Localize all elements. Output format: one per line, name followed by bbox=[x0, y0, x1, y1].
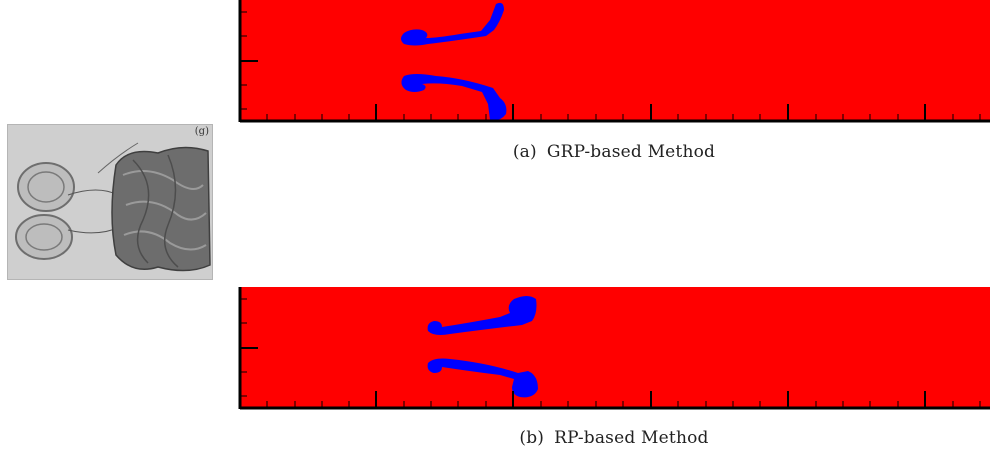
simulation-panel-rp bbox=[238, 287, 990, 412]
caption-label: RP-based Method bbox=[554, 428, 709, 448]
x-minor-ticks bbox=[266, 401, 981, 408]
x-ticks bbox=[375, 391, 926, 408]
rp-plot bbox=[238, 287, 990, 410]
x-minor-ticks bbox=[266, 114, 981, 121]
caption-tag: (a) bbox=[512, 142, 537, 162]
y-ticks bbox=[240, 298, 258, 397]
fluid-region bbox=[241, 287, 990, 407]
bubble-lower bbox=[427, 358, 538, 398]
photo-tag: (g) bbox=[194, 126, 209, 137]
bubble-upper bbox=[401, 2, 504, 46]
caption-grp: (a) GRP-based Method bbox=[238, 142, 990, 162]
bubble-lower bbox=[401, 74, 507, 121]
bubble-upper bbox=[427, 296, 537, 335]
photo-image bbox=[8, 125, 212, 279]
x-ticks bbox=[375, 104, 926, 121]
caption-label: GRP-based Method bbox=[546, 142, 716, 162]
fluid-region bbox=[241, 0, 990, 120]
caption-tag: (b) bbox=[519, 428, 545, 448]
caption-rp: (b) RP-based Method bbox=[238, 428, 990, 448]
simulation-panel-grp bbox=[238, 0, 990, 125]
y-ticks bbox=[240, 11, 258, 110]
grp-plot bbox=[238, 0, 990, 123]
experimental-photo: (g) bbox=[7, 124, 213, 280]
